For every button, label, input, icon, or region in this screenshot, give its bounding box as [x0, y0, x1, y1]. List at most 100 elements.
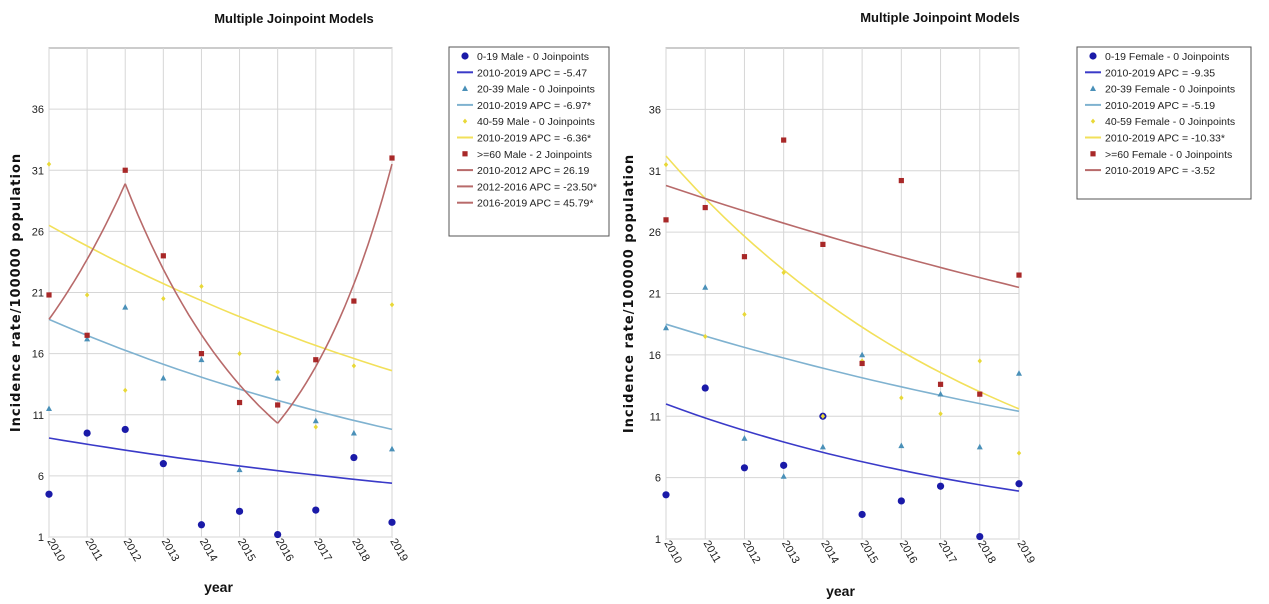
legend-entry: 2010-2019 APC = -6.97*: [477, 100, 591, 112]
data-point: [820, 413, 826, 419]
legend-entry: 2012-2016 APC = -23.50*: [477, 181, 597, 193]
y-tick-label: 26: [649, 227, 661, 239]
trend-line: [48, 318, 393, 431]
legend-entry: 40-59 Female - 0 Joinpoints: [1105, 116, 1235, 128]
data-point: [742, 311, 747, 317]
data-point: [820, 241, 826, 247]
data-point: [121, 425, 129, 434]
legend-entry: 0-19 Female - 0 Joinpoints: [1105, 51, 1229, 63]
data-point: [351, 298, 357, 304]
y-tick-label: 16: [649, 350, 661, 362]
x-tick-label: 2010: [44, 537, 67, 564]
data-point: [46, 405, 52, 412]
legend-marker: [462, 85, 468, 91]
data-point: [198, 356, 205, 363]
data-point: [236, 399, 243, 406]
legend-marker: [1090, 151, 1096, 157]
data-point: [780, 473, 787, 479]
data-point: [312, 417, 319, 424]
data-point: [662, 491, 670, 499]
data-point: [45, 490, 53, 498]
x-tick-label: 2018: [975, 539, 998, 566]
x-tick-label: 2016: [273, 537, 296, 564]
y-tick-label: 11: [33, 410, 44, 422]
trend-line: [665, 155, 1020, 410]
data-point: [703, 333, 708, 340]
legend-entry: 2010-2019 APC = -10.33*: [1105, 133, 1225, 145]
legend-marker: [1089, 52, 1097, 60]
data-point: [274, 374, 281, 381]
legend-marker: [462, 118, 468, 124]
legend-entry: 2010-2019 APC = -9.35: [1105, 67, 1215, 79]
data-point: [160, 253, 166, 259]
data-point: [859, 351, 866, 358]
x-tick-label: 2015: [235, 537, 258, 564]
trend-line: [665, 184, 1020, 289]
legend-box: [1076, 46, 1252, 200]
data-point: [237, 351, 242, 357]
data-point: [159, 460, 167, 468]
observed-points: [46, 303, 395, 473]
data-point: [702, 204, 708, 211]
legend-entry: 2010-2019 APC = -5.19: [1105, 100, 1215, 112]
data-point: [819, 443, 826, 450]
data-point: [663, 324, 669, 331]
observed-points: [663, 162, 1022, 456]
y-tick-label: 21: [32, 288, 44, 300]
gridlines: [665, 48, 1020, 540]
legend-entry: 2010-2012 APC = 26.19: [477, 165, 590, 177]
legend-entry: 2010-2019 APC = -5.47: [477, 67, 587, 79]
data-point: [274, 530, 282, 539]
legend-entry: 2016-2019 APC = 45.79*: [477, 198, 593, 210]
data-point: [936, 482, 945, 490]
x-axis-label: year: [204, 579, 233, 595]
y-tick-label: 36: [32, 104, 44, 116]
data-point: [702, 284, 709, 290]
data-point: [389, 155, 395, 161]
x-tick-label: 2019: [1014, 539, 1037, 566]
observed-points: [662, 384, 1023, 541]
data-point: [198, 351, 205, 357]
data-point: [84, 292, 90, 298]
trend-line: [277, 163, 393, 424]
legend-entry: 2010-2019 APC = -3.52: [1105, 165, 1215, 177]
y-tick-label: 1: [38, 532, 44, 544]
y-tick-label: 21: [649, 289, 661, 301]
legend-marker: [461, 52, 469, 60]
data-point: [858, 510, 866, 519]
legend-entry: 20-39 Male - 0 Joinpoints: [477, 84, 595, 96]
legend-box: [448, 46, 610, 237]
y-tick-label: 6: [655, 473, 661, 485]
trend-line: [48, 183, 126, 320]
data-point: [389, 445, 395, 452]
legend-entry: >=60 Female - 0 Joinpoints: [1105, 149, 1232, 161]
trend-line: [124, 183, 279, 424]
legend-marker: [462, 151, 468, 157]
data-point: [976, 532, 984, 541]
data-point: [83, 429, 91, 437]
legend-entry: 40-59 Male - 0 Joinpoints: [477, 116, 595, 128]
x-tick-label: 2015: [858, 539, 881, 566]
data-point: [313, 424, 318, 430]
x-tick-label: 2012: [121, 537, 144, 564]
y-axis-label: Incidence rate/100000 population: [9, 153, 24, 432]
data-point: [350, 453, 358, 462]
data-point: [780, 461, 788, 469]
x-tick-label: 2014: [818, 539, 841, 566]
data-point: [235, 507, 244, 515]
legend: 0-19 Male - 0 Joinpoints 2010-2019 APC = …: [448, 46, 610, 237]
y-tick-label: 31: [649, 166, 661, 178]
x-tick-label: 2017: [936, 539, 959, 566]
data-point: [199, 283, 204, 289]
observed-points: [663, 137, 1022, 397]
legend-marker: [1090, 118, 1096, 124]
data-point: [388, 518, 396, 526]
data-point: [859, 360, 865, 367]
legend: 0-19 Female - 0 Joinpoints 2010-2019 APC …: [1076, 46, 1252, 200]
data-point: [898, 442, 905, 449]
x-tick-label: 2010: [661, 539, 684, 566]
data-point: [123, 387, 128, 393]
y-tick-label: 26: [32, 226, 44, 238]
observed-points: [45, 425, 396, 539]
